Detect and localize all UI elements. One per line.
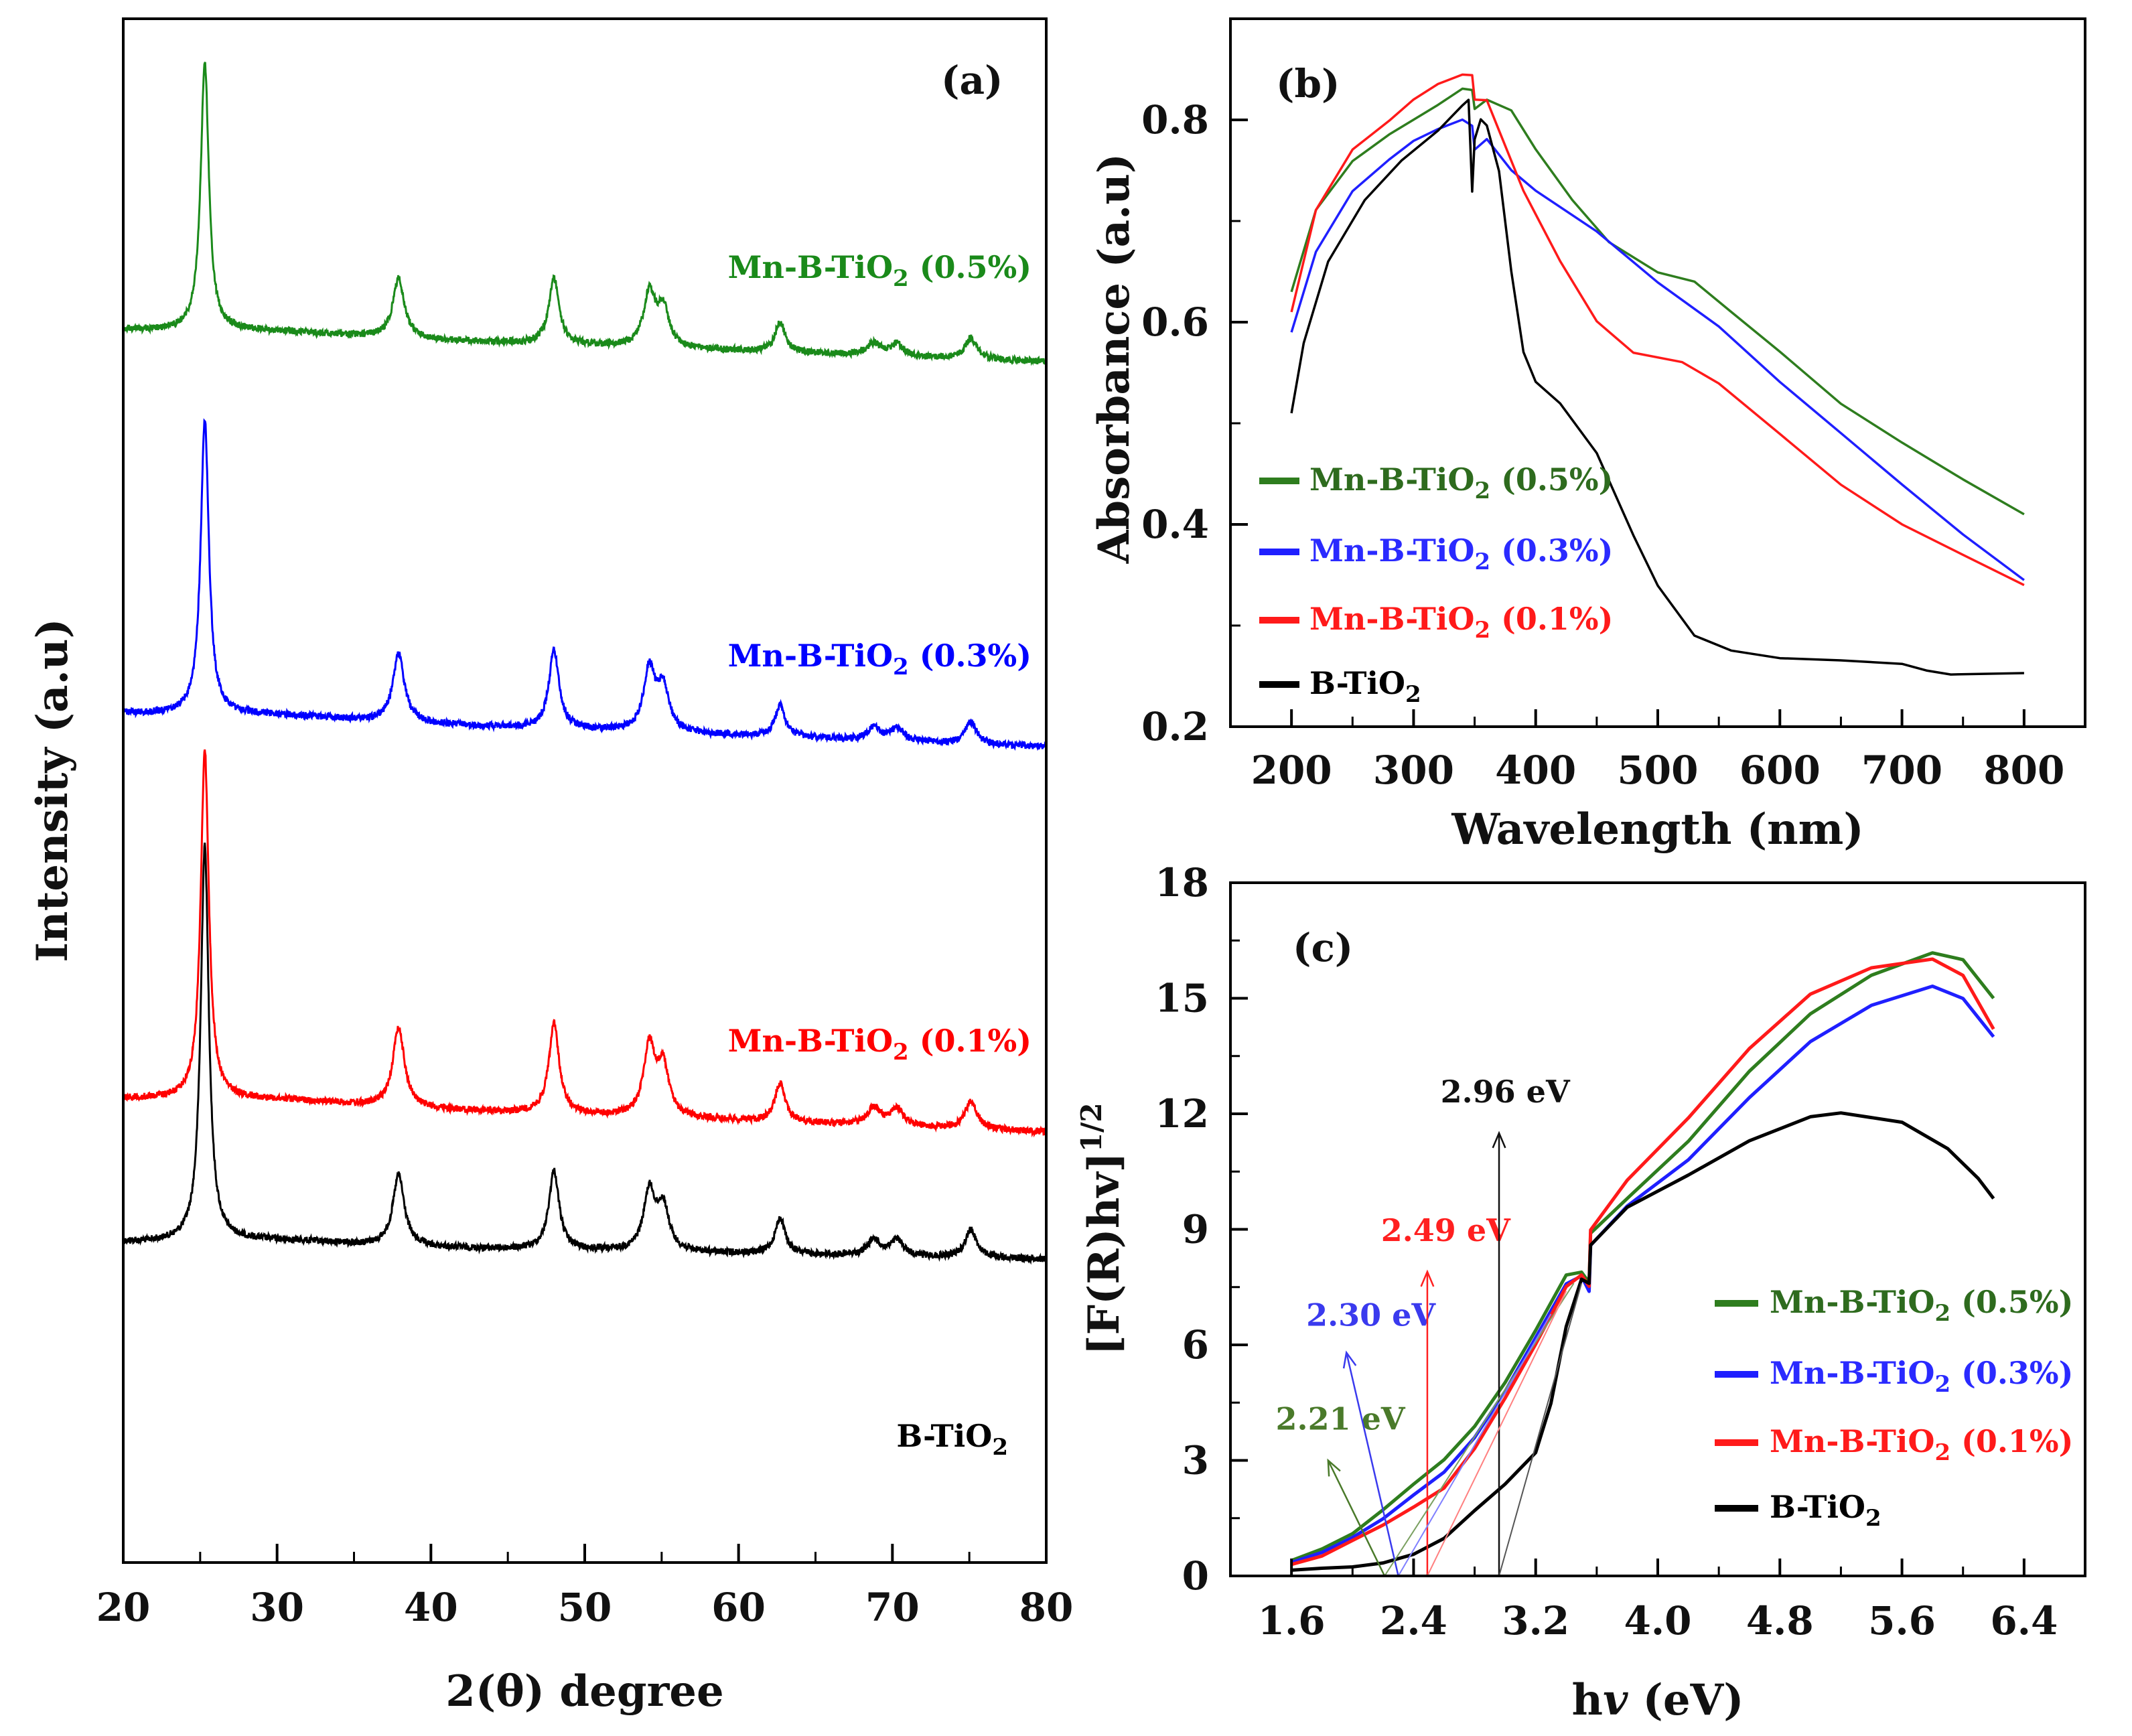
xrd-panel: 20 30 40 50 60 70 80 (a) 2(θ) degree Intensity… bbox=[27, 17, 1074, 1717]
absorbance-legend-label: Mn-B-TiO2 (0.3%) bbox=[1309, 532, 1613, 575]
xrd-x-tick-label: 40 bbox=[404, 1585, 458, 1630]
absorbance-x-tick-label: 800 bbox=[1983, 747, 2064, 793]
panel-label-a: (a) bbox=[941, 58, 1003, 103]
tangent-line bbox=[1384, 1283, 1575, 1577]
xrd-x-axis-title: 2(θ) degree bbox=[445, 1666, 723, 1717]
bandgap-label: 2.49 eV bbox=[1381, 1212, 1511, 1248]
xrd-line bbox=[122, 62, 1047, 366]
xrd-line bbox=[122, 843, 1048, 1265]
tauc-x-axis-title: hv (eV) bbox=[1572, 1675, 1744, 1725]
tauc-y-axis-title-main: [F(R)hv] bbox=[1079, 1152, 1129, 1355]
tauc-y-tick-label: 18 bbox=[1155, 860, 1209, 906]
xrd-x-tick-label: 80 bbox=[1019, 1585, 1074, 1630]
bandgap-label: 2.30 eV bbox=[1306, 1297, 1436, 1333]
tauc-series-group bbox=[1291, 951, 1995, 1572]
xrd-series-label: Mn-B-TiO2 (0.1%) bbox=[728, 1023, 1032, 1066]
panel-label-c: (c) bbox=[1293, 925, 1353, 970]
xrd-x-tick-label: 20 bbox=[96, 1585, 151, 1630]
absorbance-x-tick-label: 400 bbox=[1495, 747, 1576, 793]
tauc-legend-label: Mn-B-TiO2 (0.1%) bbox=[1770, 1423, 2073, 1466]
tauc-line bbox=[1291, 957, 1995, 1567]
absorbance-x-tick-label: 200 bbox=[1251, 747, 1332, 793]
tauc-y-axis-title: [F(R)hv]1/2 bbox=[1075, 1102, 1129, 1355]
tauc-x-axis-title-main: h bbox=[1572, 1675, 1604, 1725]
tauc-x-tick-label: 4.0 bbox=[1624, 1598, 1692, 1644]
absorbance-line bbox=[1290, 87, 2025, 516]
absorbance-x-tick-label: 300 bbox=[1373, 747, 1454, 793]
absorbance-legend-label: Mn-B-TiO2 (0.1%) bbox=[1309, 601, 1613, 644]
tauc-y-tick-label: 6 bbox=[1182, 1322, 1209, 1368]
absorbance-line bbox=[1290, 98, 2024, 676]
tauc-y-axis-title-sup: 1/2 bbox=[1075, 1102, 1108, 1152]
absorbance-line bbox=[1290, 118, 2025, 581]
tauc-line bbox=[1291, 951, 1995, 1563]
absorbance-y-tick-label: 0.8 bbox=[1141, 97, 1209, 143]
absorbance-y-tick-label: 0.2 bbox=[1141, 704, 1209, 749]
tauc-x-axis-title-italic: v bbox=[1603, 1675, 1628, 1725]
tauc-y-tick-label: 15 bbox=[1155, 976, 1209, 1021]
tauc-x-axis-title-units: (eV) bbox=[1628, 1675, 1744, 1725]
tauc-panel: 2.21 eV 2.30 eV 2.49 eV 2.96 eV 1.6 2.4 3.2 4.… bbox=[1075, 860, 2086, 1725]
xrd-line bbox=[122, 418, 1047, 751]
absorbance-y-tick-label: 0.4 bbox=[1141, 502, 1209, 547]
xrd-series-label: B-TiO2 bbox=[896, 1418, 1008, 1461]
bandgap-arrow bbox=[1327, 1459, 1386, 1577]
xrd-x-tick-label: 50 bbox=[558, 1585, 612, 1630]
absorbance-x-axis-title: Wavelength (nm) bbox=[1451, 804, 1863, 855]
absorbance-legend: Mn-B-TiO2 (0.5%) Mn-B-TiO2 (0.3%) Mn-B-TiO… bbox=[1259, 461, 1613, 708]
absorbance-x-tick-label: 600 bbox=[1739, 747, 1821, 793]
tauc-x-tick-label: 3.2 bbox=[1502, 1598, 1569, 1644]
xrd-line bbox=[123, 749, 1048, 1138]
xrd-series-label: Mn-B-TiO2 (0.3%) bbox=[728, 638, 1032, 680]
xrd-x-tick-label: 30 bbox=[250, 1585, 304, 1630]
absorbance-y-tick-label: 0.6 bbox=[1141, 299, 1209, 345]
panel-label-b: (b) bbox=[1276, 61, 1340, 106]
tauc-axes: 1.6 2.4 3.2 4.0 4.8 5.6 6.4 0 3 6 9 12 15 18 bbox=[1155, 860, 2086, 1644]
absorbance-y-axis-title: Absorbance (a.u) bbox=[1089, 153, 1139, 564]
bandgap-arrow-head bbox=[1342, 1350, 1357, 1369]
tauc-x-tick-label: 1.6 bbox=[1258, 1598, 1326, 1644]
absorbance-legend-label: Mn-B-TiO2 (0.5%) bbox=[1309, 461, 1613, 504]
tauc-legend-label: Mn-B-TiO2 (0.3%) bbox=[1770, 1355, 2073, 1398]
bandgap-label: 2.21 eV bbox=[1276, 1401, 1406, 1437]
tauc-x-tick-label: 6.4 bbox=[1990, 1598, 2058, 1644]
tangent-line bbox=[1397, 1313, 1552, 1577]
tauc-y-tick-label: 9 bbox=[1182, 1207, 1209, 1252]
tauc-y-tick-label: 3 bbox=[1182, 1438, 1209, 1484]
bandgap-arrow-head bbox=[1492, 1131, 1506, 1149]
xrd-series-label: Mn-B-TiO2 (0.5%) bbox=[728, 249, 1032, 292]
xrd-x-tick-label: 60 bbox=[711, 1585, 766, 1630]
tauc-legend-label: Mn-B-TiO2 (0.5%) bbox=[1770, 1284, 2073, 1327]
absorbance-legend-label: B-TiO2 bbox=[1309, 665, 1421, 708]
tauc-legend-label: B-TiO2 bbox=[1770, 1489, 1881, 1532]
xrd-y-axis-title: Intensity (a.u) bbox=[27, 618, 78, 962]
tauc-y-tick-label: 12 bbox=[1155, 1091, 1209, 1137]
bandgap-arrow bbox=[1345, 1352, 1399, 1577]
tauc-line bbox=[1291, 1111, 1995, 1572]
tauc-x-tick-label: 5.6 bbox=[1868, 1598, 1936, 1644]
bandgap-label: 2.96 eV bbox=[1441, 1074, 1571, 1110]
tauc-legend: Mn-B-TiO2 (0.5%) Mn-B-TiO2 (0.3%) Mn-B-TiO… bbox=[1715, 1284, 2073, 1532]
xrd-x-tick-label: 70 bbox=[865, 1585, 920, 1630]
tauc-bandgap-annotations: 2.21 eV 2.30 eV 2.49 eV 2.96 eV bbox=[1276, 1074, 1583, 1577]
absorbance-axes: 200 300 400 500 600 700 800 0.2 0.4 0.6 0.8 bbox=[1141, 97, 2064, 793]
bandgap-arrow-head bbox=[1420, 1269, 1435, 1287]
bandgap-arrow-head bbox=[1327, 1458, 1341, 1477]
absorbance-line bbox=[1290, 73, 2025, 587]
xrd-x-axis: 20 30 40 50 60 70 80 bbox=[96, 1544, 1074, 1630]
absorbance-series-group bbox=[1290, 73, 2025, 676]
tauc-x-tick-label: 2.4 bbox=[1380, 1598, 1447, 1644]
xrd-series-group bbox=[122, 62, 1048, 1265]
tangent-line bbox=[1427, 1291, 1567, 1577]
absorbance-panel: 200 300 400 500 600 700 800 0.2 0.4 0.6 0.8 (b) Wa… bbox=[1089, 17, 2086, 855]
tangent-line bbox=[1498, 1283, 1583, 1577]
tauc-y-tick-label: 0 bbox=[1182, 1553, 1209, 1599]
tauc-x-tick-label: 4.8 bbox=[1746, 1598, 1814, 1644]
absorbance-x-tick-label: 700 bbox=[1861, 747, 1942, 793]
absorbance-x-tick-label: 500 bbox=[1617, 747, 1698, 793]
xrd-series-labels: B-TiO2 Mn-B-TiO2 (0.1%) Mn-B-TiO2 (0.3%) Mn… bbox=[728, 249, 1032, 1461]
